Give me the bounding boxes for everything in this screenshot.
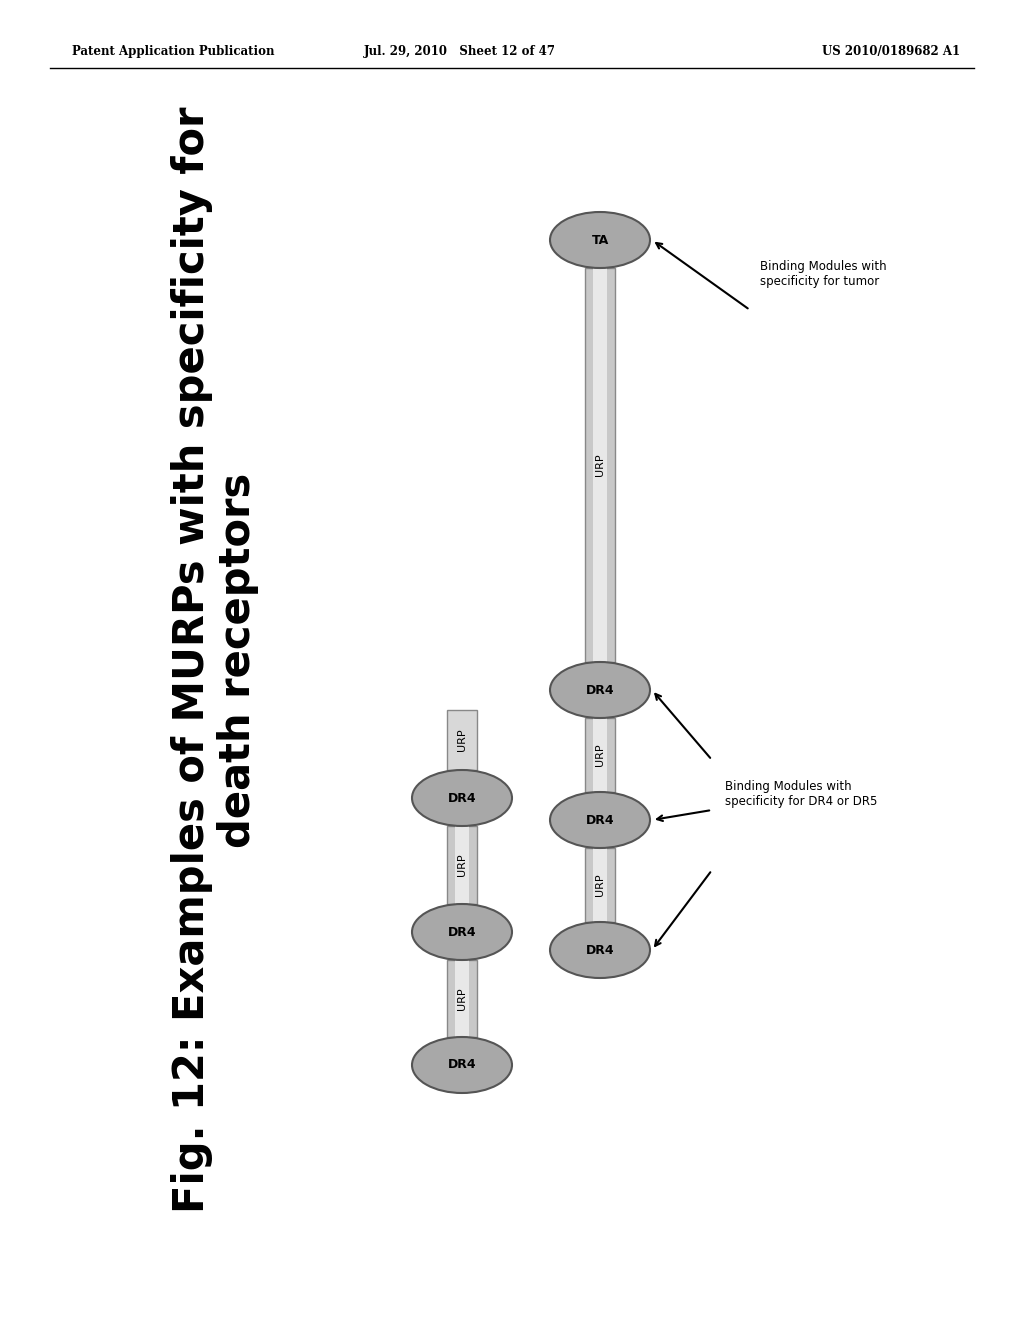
Ellipse shape (550, 213, 650, 268)
Text: URP: URP (457, 854, 467, 876)
Bar (593, 268, 607, 663)
Text: URP: URP (457, 729, 467, 751)
Text: Jul. 29, 2010   Sheet 12 of 47: Jul. 29, 2010 Sheet 12 of 47 (364, 45, 556, 58)
Text: Binding Modules with
specificity for DR4 or DR5: Binding Modules with specificity for DR4… (725, 780, 878, 808)
Bar (447, 710, 477, 770)
Ellipse shape (412, 904, 512, 960)
Bar (447, 826, 477, 904)
Text: URP: URP (595, 743, 605, 767)
Bar (585, 718, 615, 792)
Text: URP: URP (595, 874, 605, 896)
Text: URP: URP (457, 987, 467, 1010)
Ellipse shape (550, 921, 650, 978)
Text: DR4: DR4 (586, 944, 614, 957)
Ellipse shape (550, 663, 650, 718)
Text: Fig. 12: Examples of MURPs with specificity for
death receptors: Fig. 12: Examples of MURPs with specific… (171, 107, 259, 1213)
Ellipse shape (412, 1038, 512, 1093)
Bar (593, 718, 607, 792)
Ellipse shape (412, 770, 512, 826)
Text: Patent Application Publication: Patent Application Publication (72, 45, 274, 58)
Bar (447, 960, 477, 1038)
Text: DR4: DR4 (586, 684, 614, 697)
Text: TA: TA (592, 234, 608, 247)
Text: URP: URP (595, 454, 605, 477)
Bar (593, 847, 607, 921)
Text: DR4: DR4 (447, 925, 476, 939)
Ellipse shape (550, 792, 650, 847)
Bar (456, 960, 469, 1038)
Text: DR4: DR4 (447, 792, 476, 804)
Text: DR4: DR4 (447, 1059, 476, 1072)
Text: DR4: DR4 (586, 813, 614, 826)
Bar (456, 826, 469, 904)
Text: Binding Modules with
specificity for tumor: Binding Modules with specificity for tum… (760, 260, 887, 288)
Bar (585, 268, 615, 663)
Bar (585, 847, 615, 921)
Text: US 2010/0189682 A1: US 2010/0189682 A1 (822, 45, 961, 58)
